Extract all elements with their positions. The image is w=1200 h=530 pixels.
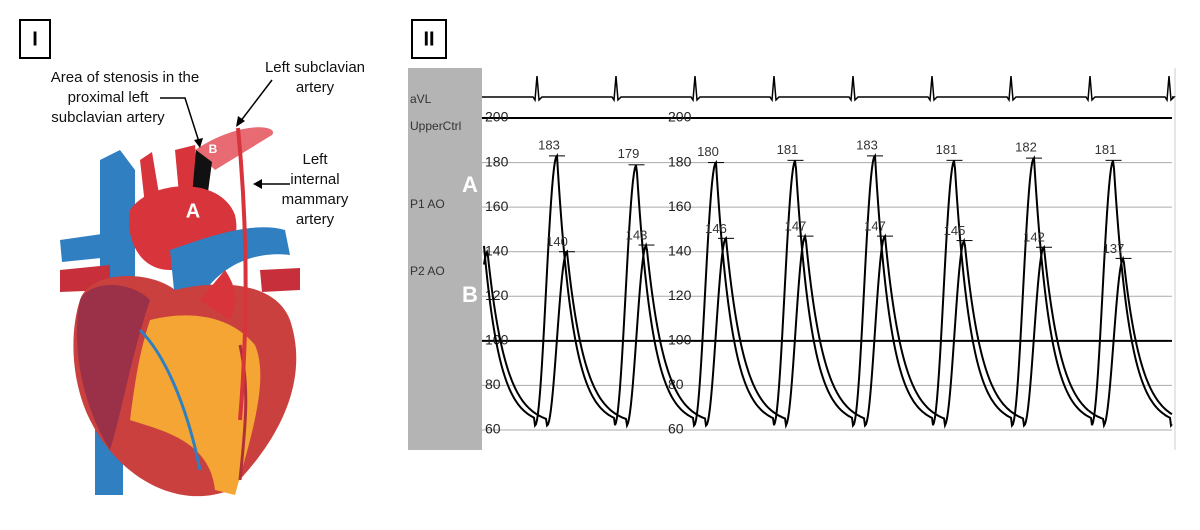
- peak-label: 183: [856, 137, 878, 152]
- channel-label: P1 AO: [410, 197, 445, 211]
- channel-label: UpperCtrl: [410, 119, 461, 133]
- y-tick-label: 120: [485, 287, 509, 303]
- annotation: artery: [296, 79, 335, 96]
- y-tick-label: 60: [485, 421, 501, 437]
- arrow: [160, 97, 201, 146]
- peak-label: 142: [1023, 230, 1045, 245]
- peak-label: 137: [1103, 241, 1125, 256]
- y-tick-label: 200: [485, 109, 509, 125]
- channel-strip: [408, 68, 482, 450]
- y-tick-label: 140: [668, 242, 692, 258]
- y-tick-label: 200: [668, 109, 692, 125]
- y-tick-label: 120: [668, 287, 692, 303]
- y-tick-label: 180: [485, 153, 509, 169]
- channel-label: P2 AO: [410, 264, 445, 278]
- peak-label: 145: [944, 223, 966, 238]
- arrow-head: [253, 179, 262, 189]
- peak-label: 179: [618, 146, 640, 161]
- p1-trace: [483, 153, 1173, 429]
- ecg-trace: [482, 75, 1176, 103]
- channel-label: aVL: [410, 92, 432, 106]
- peak-label: 181: [777, 142, 799, 157]
- y-tick-label: 160: [485, 198, 509, 214]
- annotation: Left subclavian: [265, 59, 365, 76]
- y-tick-label: 180: [668, 153, 692, 169]
- arrow-head: [194, 138, 203, 148]
- marker-a: A: [186, 200, 200, 222]
- annotation: subclavian artery: [51, 109, 165, 126]
- p2-trace: [483, 233, 1173, 430]
- panel-label: II: [423, 28, 434, 50]
- heart-illustration: [60, 127, 300, 497]
- peak-label: 147: [864, 219, 886, 234]
- y-tick-label: 160: [668, 198, 692, 214]
- peak-label: 140: [546, 234, 568, 249]
- peak-label: 181: [1095, 142, 1117, 157]
- panel-label-box: [19, 19, 51, 59]
- marker-b: B: [462, 282, 478, 307]
- y-tick-label: 140: [485, 242, 509, 258]
- arrow: [239, 79, 273, 123]
- annotation: Area of stenosis in the: [51, 69, 199, 86]
- peak-label: 183: [538, 137, 560, 152]
- arrow-head: [236, 116, 245, 127]
- annotation: proximal left: [68, 89, 150, 106]
- y-tick-label: 80: [485, 376, 501, 392]
- peak-label: 143: [626, 227, 648, 242]
- marker-b: B: [209, 142, 218, 156]
- peak-label: 182: [1015, 140, 1037, 155]
- annotation: Left: [302, 151, 328, 168]
- peak-label: 181: [936, 142, 958, 157]
- annotation: internal: [290, 171, 339, 188]
- peak-label: 180: [697, 144, 719, 159]
- marker-a: A: [462, 172, 478, 197]
- y-tick-label: 100: [668, 332, 692, 348]
- y-tick-label: 60: [668, 421, 684, 437]
- peak-label: 147: [785, 219, 807, 234]
- panel-label: I: [32, 28, 38, 50]
- annotation: artery: [296, 211, 335, 228]
- peak-label: 146: [705, 221, 727, 236]
- annotation: mammary: [282, 191, 349, 208]
- panel-label-box: [411, 19, 447, 59]
